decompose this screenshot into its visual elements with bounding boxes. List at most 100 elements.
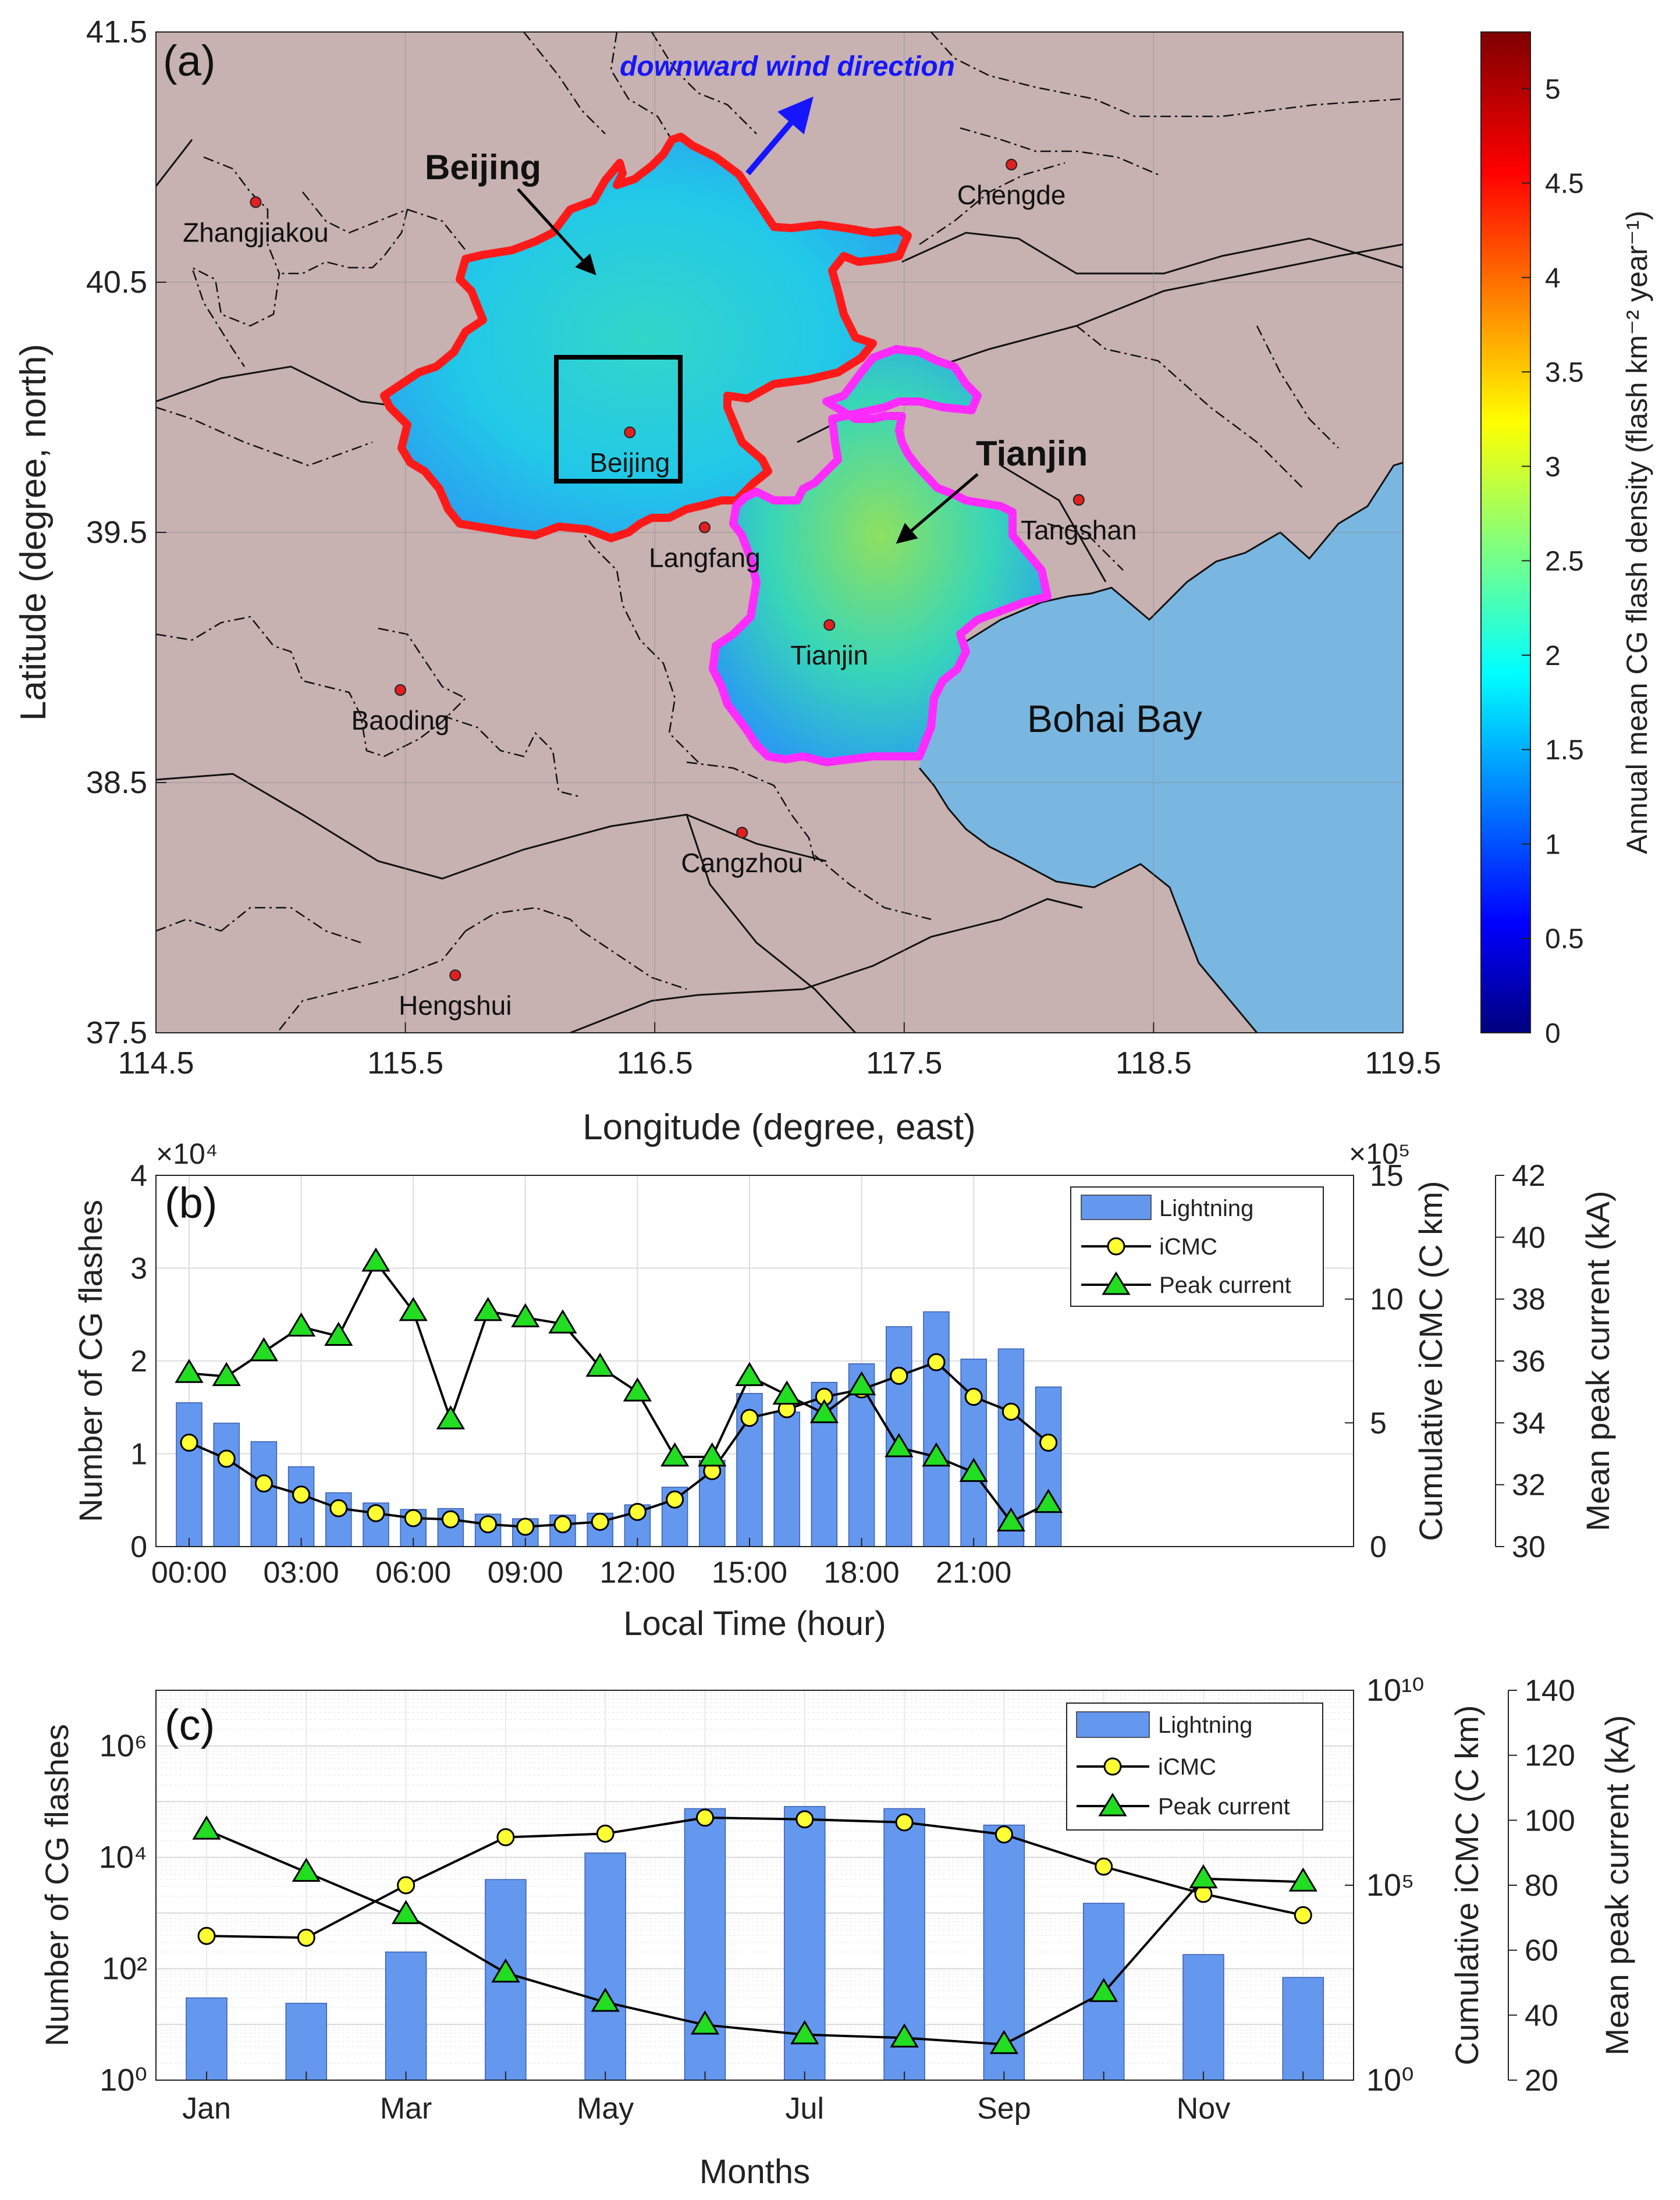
b-icmc-point (1001, 1402, 1020, 1421)
wind-direction-arrow (745, 96, 814, 176)
city-marker-tianjin (823, 619, 836, 631)
c-ytick-mid: 10⁰ (1366, 2063, 1414, 2098)
colorbar-tick-label: 3.5 (1545, 357, 1584, 388)
panel-c-ylabel-left: Number of CG flashes (38, 1724, 75, 2046)
b-xtick-label: 09:00 (488, 1556, 563, 1590)
c-peak-point (591, 1988, 620, 2012)
b-icmc-point (1039, 1433, 1058, 1452)
c-xtick-label: Sep (977, 2092, 1031, 2126)
a-xtick-label: 117.5 (866, 1046, 942, 1081)
tianjin-region-label: Tianjin (976, 434, 1088, 473)
c-ytick-mid: 10¹⁰ (1366, 1673, 1425, 1708)
b-ytick-left: 4 (130, 1159, 147, 1193)
c-icmc-point (696, 1808, 714, 1827)
colorbar-tick-label: 5 (1545, 74, 1561, 105)
legend-c-marker-icmc (1103, 1757, 1122, 1776)
panel-b-ylabel-left: Number of CG flashes (72, 1200, 109, 1522)
c-icmc-point (895, 1813, 914, 1832)
b-lightning-bar (287, 1466, 315, 1547)
city-marker-cangzhou (736, 827, 748, 838)
b-icmc-point (553, 1515, 572, 1534)
b-peak-point (286, 1312, 316, 1337)
legend-c-swatch-lightning (1076, 1711, 1150, 1738)
b-ytick-left: 0 (130, 1530, 147, 1564)
c-ytick-left: 10⁰ (100, 2063, 147, 2098)
colorbar-tick-label: 3 (1545, 452, 1561, 482)
b-peak-point (399, 1296, 428, 1321)
c-lightning-bar (584, 1852, 626, 2081)
c-peak-point (790, 2020, 819, 2045)
colorbar-tick-label: 1 (1545, 829, 1561, 860)
b-ytick-right: 40 (1512, 1221, 1546, 1254)
cities-layer: Zhangjiakou Chengde Beijing Langfang Tangsha… (183, 158, 1137, 1021)
c-icmc-point (297, 1928, 315, 1947)
a-xtick-label: 119.5 (1365, 1046, 1441, 1081)
b-icmc-point (516, 1517, 535, 1536)
panel-c-legend: Lightning iCMC Peak current (1066, 1703, 1323, 1831)
b-peak-point (809, 1399, 839, 1423)
c-ytick-right: 40 (1525, 1999, 1558, 2032)
legend-c-label-lightning: Lightning (1158, 1712, 1252, 1738)
panel-b-ylabel-right: Mean peak current (kA) (1579, 1190, 1616, 1531)
a-ytick-label: 40.5 (86, 265, 147, 300)
c-peak-point (192, 1815, 221, 1840)
legend-c-label-icmc: iCMC (1158, 1754, 1216, 1780)
b-peak-point (436, 1405, 466, 1430)
b-ytick-mid: 0 (1370, 1530, 1387, 1564)
b-peak-point (735, 1362, 764, 1387)
c-xtick-label: Jul (786, 2092, 824, 2126)
city-label-langfang: Langfang (649, 542, 761, 573)
a-xtick-label: 116.5 (617, 1046, 693, 1081)
c-ytick-left: 10⁴ (99, 1840, 147, 1875)
coastline (918, 461, 1403, 1033)
legend-swatch-lightning (1081, 1195, 1152, 1220)
b-xtick-label: 21:00 (936, 1556, 1011, 1590)
city-label-tangshan: Tangshan (1021, 515, 1137, 545)
b-ytick-right: 30 (1512, 1530, 1546, 1564)
c-peak-point (989, 2030, 1019, 2055)
city-marker-baoding (395, 684, 407, 696)
c-peak-point (491, 1958, 520, 1983)
legend-marker-peak (1102, 1271, 1131, 1295)
b-icmc-point (180, 1433, 198, 1452)
c-ytick-right: 80 (1525, 1869, 1558, 1903)
b-icmc-point (628, 1502, 647, 1521)
b-peak-point (959, 1458, 988, 1482)
panel-c-ylabel-right: Mean peak current (kA) (1599, 1715, 1635, 2055)
panel-a-y-ticks: 41.5 40.5 39.5 38.5 37.5 (86, 15, 166, 1050)
panel-a-ylabel: Latitude (degree, north) (13, 344, 54, 721)
b-ytick-left: 3 (130, 1252, 147, 1286)
b-peak-point (324, 1321, 353, 1346)
colorbar (1480, 31, 1531, 1033)
city-label-beijing: Beijing (589, 447, 670, 478)
b-icmc-point (254, 1474, 273, 1493)
a-ytick-label: 41.5 (86, 15, 147, 49)
panel-a-map: (a) downward wind direction Beijing Tian… (13, 15, 1653, 1147)
c-ytick-right: 100 (1525, 1804, 1575, 1838)
colorbar-ticks: 0 0.5 1 1.5 2 2.5 3 3.5 4 4.5 5 (1522, 74, 1584, 1049)
tianjin-region (709, 345, 1052, 766)
legend-label-peak: Peak current (1159, 1273, 1291, 1298)
a-ytick-label: 37.5 (86, 1015, 147, 1050)
panel-b-ylabel-mid: Cumulative iCMC (C km) (1412, 1181, 1449, 1541)
b-xtick-label: 15:00 (712, 1556, 787, 1590)
a-xtick-label: 114.5 (118, 1046, 194, 1081)
c-lightning-bar (285, 2003, 328, 2081)
colorbar-tick-label: 4.5 (1545, 169, 1584, 200)
panel-c-axes: Jan Mar May Jul Sep Nov 10⁰ 10² 10⁴ 10⁶ 10⁰ 10⁵ 10¹⁰… (99, 1673, 1575, 2126)
c-icmc-point (994, 1825, 1013, 1844)
city-label-tianjin: Tianjin (790, 640, 868, 670)
b-ytick-mid: 15 (1370, 1159, 1404, 1193)
panel-a-xlabel: Longitude (degree, east) (583, 1107, 976, 1147)
city-label-chengde: Chengde (957, 180, 1066, 210)
beijing-pointer-arrow (517, 188, 596, 276)
c-peak-point (690, 2010, 720, 2035)
b-lightning-bar (176, 1402, 203, 1547)
b-ytick-left: 1 (130, 1438, 147, 1472)
b-peak-point (847, 1371, 876, 1396)
legend-c-marker-peak (1098, 1793, 1127, 1817)
panel-c-lines (192, 1808, 1317, 2055)
b-peak-point (698, 1442, 727, 1467)
a-xtick-label: 118.5 (1116, 1046, 1192, 1081)
a-ytick-label: 38.5 (86, 765, 147, 800)
